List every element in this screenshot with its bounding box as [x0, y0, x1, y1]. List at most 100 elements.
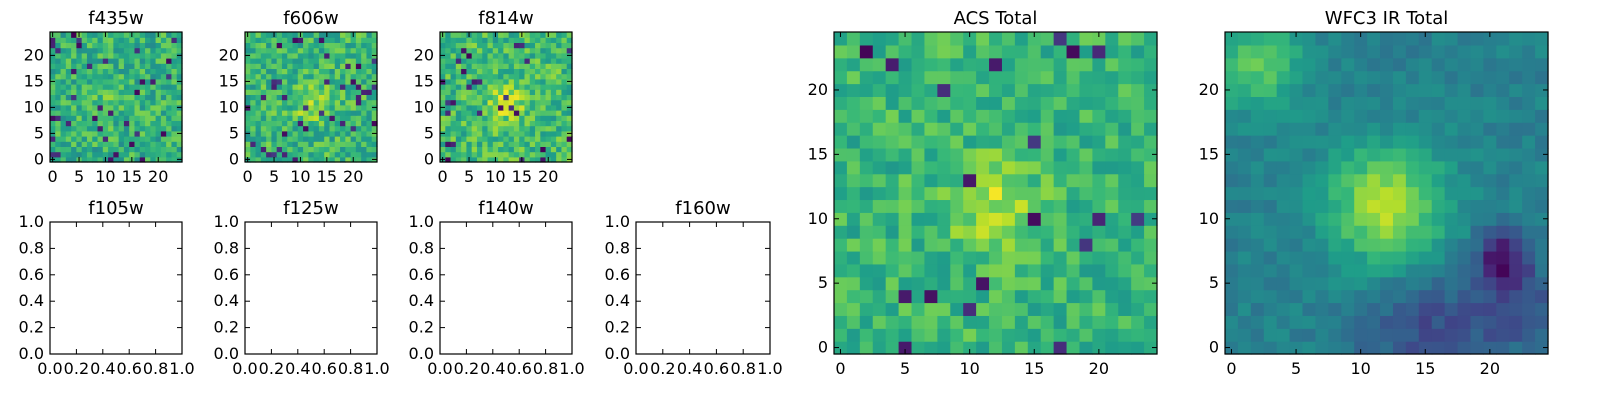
heatmap-cell [1105, 70, 1119, 85]
heatmap-cell [1225, 83, 1239, 97]
heatmap-cell [1470, 83, 1484, 97]
heatmap-cell [55, 104, 62, 111]
heatmap-cell [1367, 328, 1381, 342]
heatmap-cell [1483, 32, 1497, 46]
heatmap-cell [461, 58, 467, 64]
heatmap-cell [297, 99, 304, 106]
heatmap-cell [924, 212, 938, 226]
heatmap-cell [1444, 83, 1459, 97]
heatmap-cell [113, 99, 120, 106]
heatmap-cell [1354, 83, 1368, 97]
heatmap-cell [250, 94, 257, 101]
heatmap-cell [250, 63, 257, 69]
heatmap-cell [355, 110, 362, 116]
heatmap-cell [345, 94, 352, 101]
x-tick-label: 1.0 [757, 359, 782, 378]
heatmap-cell [963, 276, 977, 291]
heatmap-cell [1131, 315, 1145, 329]
heatmap-cell [513, 146, 520, 153]
heatmap-cell [329, 52, 336, 59]
heatmap-cell [1302, 238, 1317, 252]
heatmap-cell [297, 120, 304, 127]
heatmap-cell [139, 120, 146, 127]
heatmap-cell [1522, 302, 1536, 316]
heatmap-cell [487, 32, 494, 38]
heatmap-cell [1522, 289, 1536, 304]
heatmap-cell [461, 151, 467, 158]
heatmap-cell [1535, 238, 1549, 252]
heatmap-cell [1315, 238, 1329, 252]
heatmap-cell [976, 199, 990, 213]
heatmap-cell [1457, 315, 1472, 329]
heatmap-cell [266, 63, 272, 69]
heatmap-cell [250, 37, 257, 43]
heatmap-cell [371, 58, 378, 64]
heatmap-cell [366, 115, 373, 121]
heatmap-cell [160, 94, 167, 101]
heatmap-cell [102, 68, 109, 75]
heatmap-cell [482, 136, 489, 142]
heatmap-cell [1079, 70, 1093, 85]
heatmap-cell [366, 151, 373, 158]
heatmap-cell [455, 89, 462, 95]
heatmap-cell [1225, 341, 1239, 355]
heatmap-cell [1457, 186, 1472, 201]
heatmap-cell [250, 68, 257, 75]
heatmap-cell [329, 110, 336, 116]
heatmap-cell [65, 99, 72, 106]
heatmap-cell [60, 146, 67, 153]
heatmap-cell [950, 250, 964, 265]
heatmap-cell [1328, 135, 1342, 149]
heatmap-cell [924, 250, 938, 265]
heatmap-cell [937, 238, 951, 252]
heatmap-cell [1079, 44, 1093, 59]
heatmap-cell [1354, 32, 1368, 46]
heatmap-cell [1457, 199, 1472, 213]
heatmap-cell [55, 136, 62, 142]
heatmap-cell [1367, 199, 1381, 213]
heatmap-cell [340, 115, 346, 121]
heatmap-cell [250, 141, 257, 147]
heatmap-cell [476, 42, 483, 49]
heatmap-cell [1392, 109, 1407, 123]
heatmap-cell [937, 32, 951, 46]
heatmap-cell [924, 173, 938, 188]
heatmap-cell [513, 63, 520, 69]
heatmap-cell [371, 120, 378, 127]
heatmap-cell [508, 115, 515, 121]
heatmap-cell [287, 84, 294, 90]
heatmap-cell [1001, 250, 1016, 265]
heatmap-cell [245, 58, 251, 64]
heatmap-cell [550, 115, 557, 121]
heatmap-cell [1263, 96, 1278, 110]
heatmap-cell [308, 125, 315, 132]
heatmap-cell [97, 141, 104, 147]
heatmap-cell [498, 156, 504, 163]
heatmap-cell [155, 58, 162, 64]
y-tick-label: 15 [1199, 144, 1219, 163]
heatmap-cell [97, 115, 104, 121]
heatmap-cell [561, 32, 568, 38]
heatmap-cell [1263, 57, 1278, 72]
heatmap-cell [318, 63, 325, 69]
heatmap-cell [340, 125, 346, 132]
heatmap-cell [950, 225, 964, 239]
heatmap-cell [1509, 83, 1523, 97]
heatmap-cell [171, 32, 178, 38]
heatmap-cell [540, 125, 547, 132]
heatmap-cell [1053, 44, 1068, 59]
heatmap-cell [176, 141, 183, 147]
heatmap-cell [86, 120, 93, 127]
heatmap-cell [1014, 199, 1029, 213]
heatmap-cell [71, 151, 77, 158]
heatmap-cell [1341, 83, 1355, 97]
heatmap-cell [123, 94, 130, 101]
heatmap-cell [503, 84, 510, 90]
heatmap-cell [1131, 70, 1145, 85]
heatmap-cell [55, 63, 62, 69]
heatmap-cell [276, 104, 283, 111]
heatmap-cell [60, 99, 67, 106]
heatmap-cell [529, 110, 536, 116]
heatmap-cell [1250, 276, 1265, 291]
heatmap-cell [266, 89, 272, 95]
